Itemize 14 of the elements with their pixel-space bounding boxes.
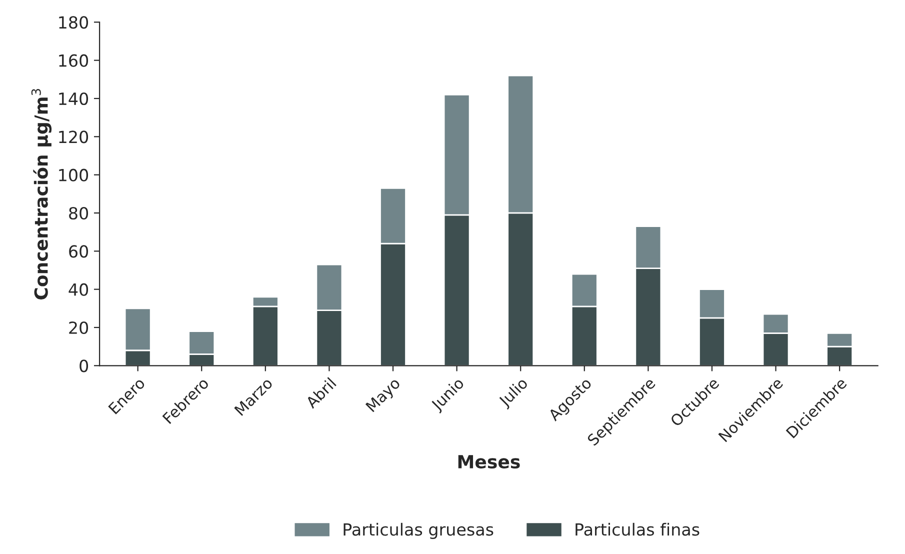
- legend-label: Particulas finas: [576, 522, 700, 536]
- y-tick-label: 80: [69, 206, 88, 220]
- y-tick-label: 40: [68, 283, 88, 296]
- y-tick-label: 180: [59, 16, 88, 29]
- y-tick-label: 0: [80, 360, 88, 372]
- y-axis-title: Concentración µg/m$^{3}$: [31, 89, 52, 300]
- y-tick-label: 120: [59, 130, 88, 144]
- y-tick-label: 20: [69, 321, 88, 334]
- y-tick-label: 100: [59, 168, 88, 182]
- y-tick-label: 160: [59, 54, 88, 67]
- y-tick-label: 60: [69, 245, 88, 258]
- legend-label: Particulas gruesas: [344, 522, 494, 539]
- x-axis-title: Meses: [458, 455, 520, 469]
- y-tick-label: 140: [59, 92, 88, 106]
